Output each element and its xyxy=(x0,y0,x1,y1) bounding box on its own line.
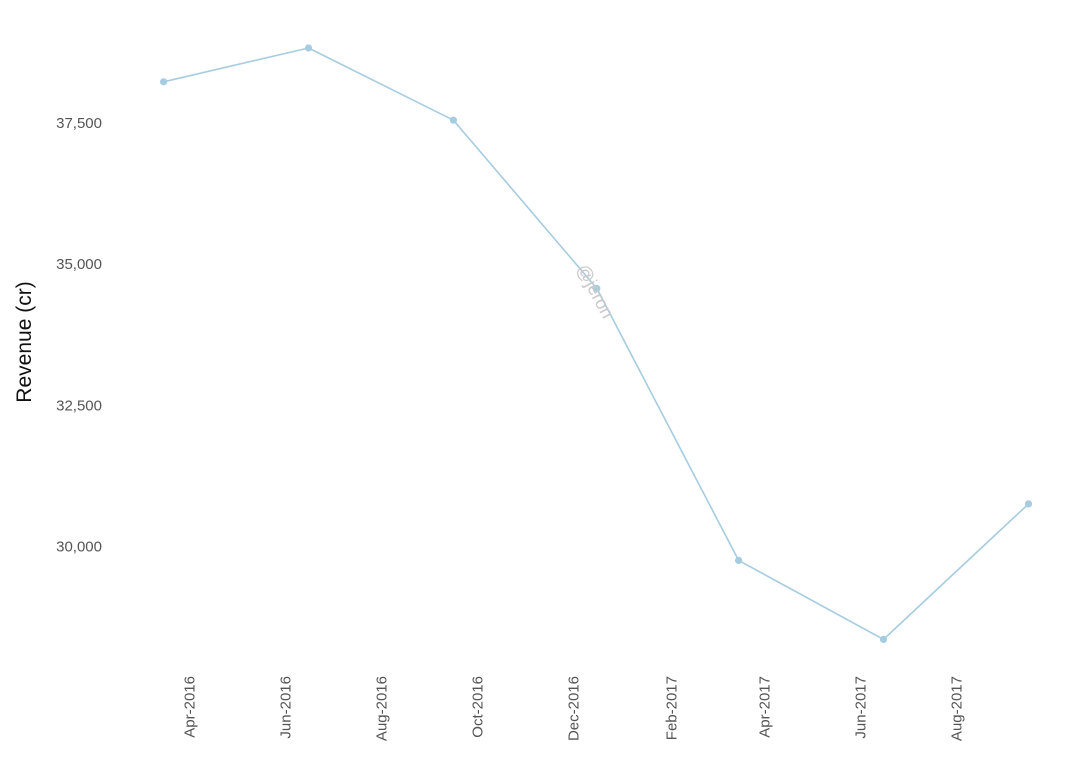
y-axis-title-group: Revenue (cr) xyxy=(13,281,36,402)
x-tick-label: Dec-2016 xyxy=(566,676,583,741)
data-point xyxy=(449,116,457,124)
x-tick-label: Feb-2017 xyxy=(663,676,680,740)
data-point xyxy=(879,635,888,644)
series-layer xyxy=(160,44,1033,644)
data-point xyxy=(304,44,313,52)
y-tick-label: 32,500 xyxy=(56,397,102,414)
y-axis-ticks: 30,000 32,500 35,000 37,500 xyxy=(56,115,102,555)
x-tick-label: Apr-2017 xyxy=(756,676,773,738)
watermark-layer: @jeron xyxy=(573,261,618,322)
y-tick-label: 30,000 xyxy=(56,538,102,555)
y-tick-label: 35,000 xyxy=(56,256,102,273)
data-point xyxy=(1024,500,1033,508)
x-tick-label: Oct-2016 xyxy=(470,676,487,738)
data-point xyxy=(593,284,601,292)
data-point xyxy=(160,78,168,86)
x-axis-ticks: Apr-2016 Jun-2016 Aug-2016 Oct-2016 Dec-2016… xyxy=(181,676,965,741)
data-point xyxy=(735,556,743,565)
y-axis-title: Revenue (cr) xyxy=(13,281,36,402)
x-tick-label: Aug-2017 xyxy=(949,676,966,741)
watermark: @jeron xyxy=(573,261,618,322)
y-tick-label: 37,500 xyxy=(56,115,102,132)
x-tick-label: Apr-2016 xyxy=(181,676,198,738)
x-tick-label: Aug-2016 xyxy=(374,676,391,741)
series-line xyxy=(163,47,1030,641)
x-tick-label: Jun-2017 xyxy=(852,676,869,739)
x-tick-label: Jun-2016 xyxy=(277,676,294,739)
